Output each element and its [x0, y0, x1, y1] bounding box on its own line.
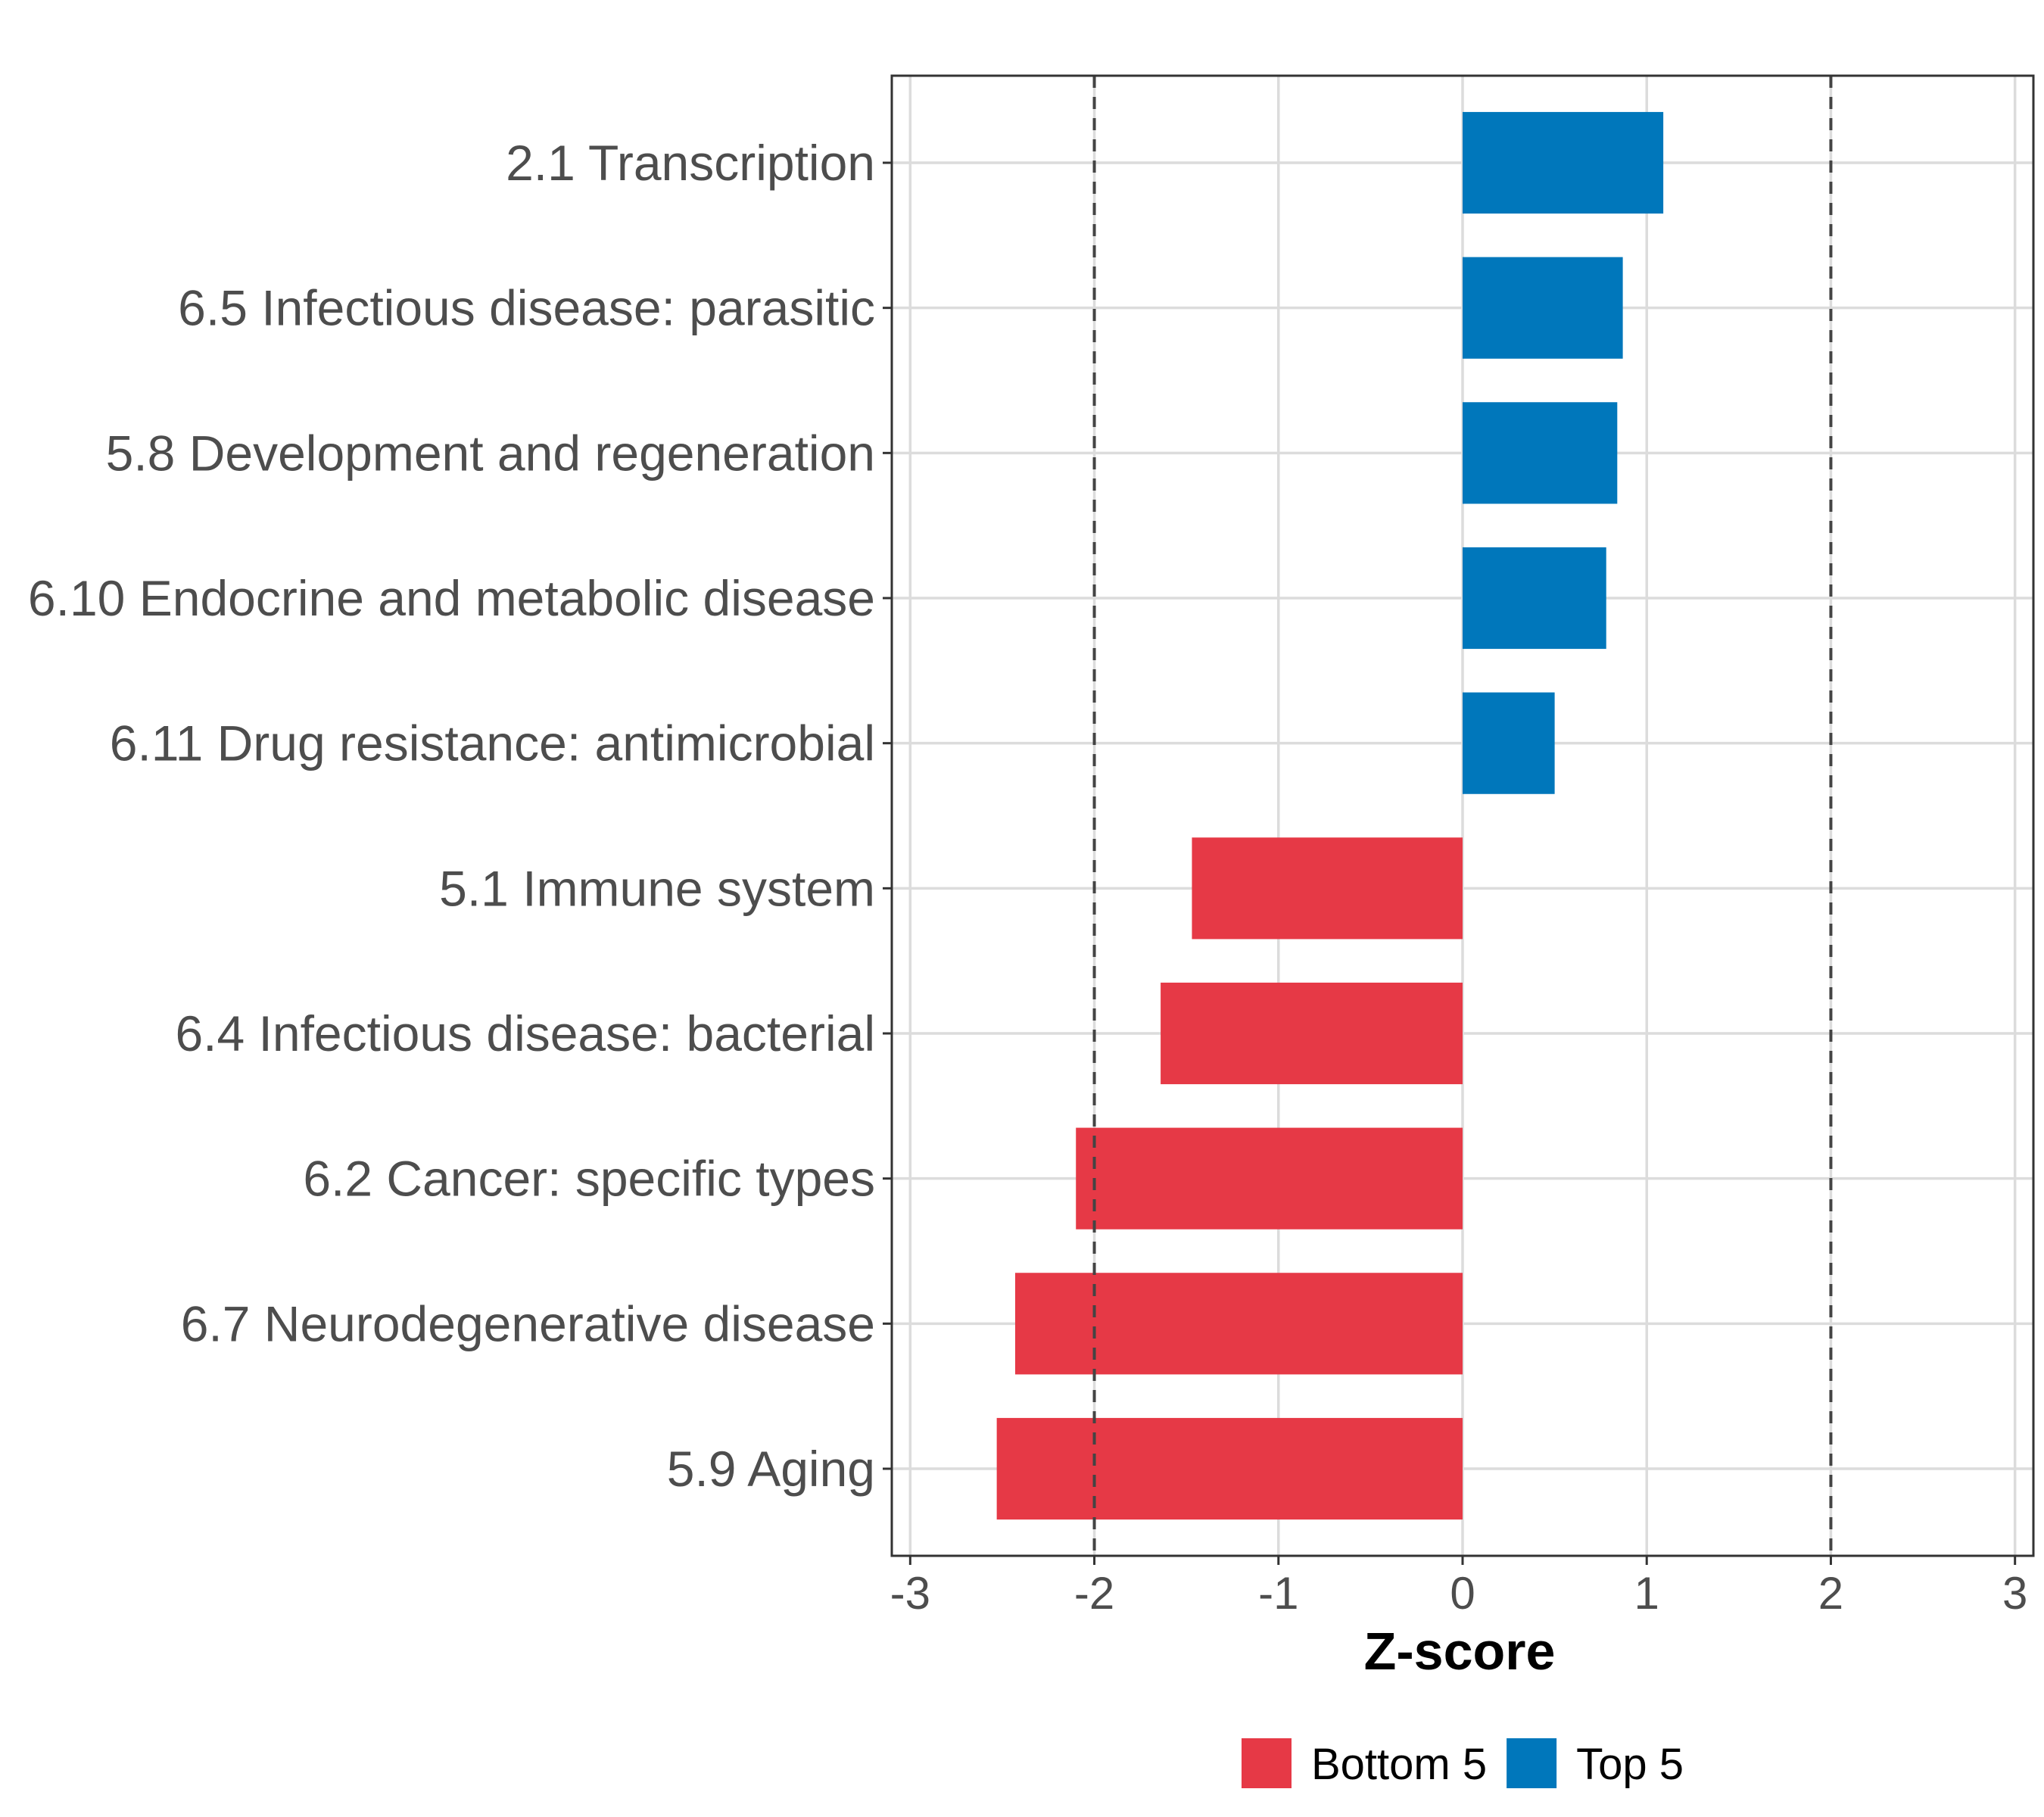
- category-label: 5.1 Immune system: [439, 860, 875, 916]
- bar: [1463, 257, 1623, 359]
- bar: [1076, 1127, 1463, 1230]
- bar: [1463, 547, 1606, 650]
- bar-layer: [996, 111, 1664, 1520]
- category-label: 6.7 Neurodegenerative disease: [181, 1295, 875, 1351]
- bar: [1463, 402, 1618, 504]
- x-tick-label: -3: [890, 1568, 930, 1619]
- reference-lines: [1092, 76, 1833, 1556]
- y-axis: 2.1 Transcription 6.5 Infectious disease:…: [28, 135, 892, 1497]
- bar: [1463, 692, 1555, 794]
- category-label: 6.5 Infectious disease: parasitic: [178, 280, 875, 336]
- legend-label: Bottom 5: [1311, 1740, 1487, 1789]
- legend-swatch: [1507, 1738, 1557, 1788]
- bar: [1463, 111, 1664, 214]
- legend-label: Top 5: [1576, 1740, 1684, 1789]
- category-label: 2.1 Transcription: [506, 135, 875, 191]
- x-tick-label: 1: [1634, 1568, 1659, 1619]
- x-axis-title: Z-score: [1364, 1622, 1556, 1681]
- bar: [1192, 837, 1463, 940]
- legend: Bottom 5 Top 5: [1241, 1738, 1684, 1789]
- category-label: 6.10 Endocrine and metabolic disease: [28, 570, 875, 626]
- x-tick-label: -2: [1074, 1568, 1114, 1619]
- bar: [1014, 1273, 1463, 1375]
- category-label: 5.9 Aging: [667, 1441, 875, 1497]
- x-tick-label: 2: [1818, 1568, 1843, 1619]
- category-label: 6.2 Cancer: specific types: [303, 1151, 875, 1207]
- x-tick-label: 3: [2002, 1568, 2027, 1619]
- bar: [996, 1417, 1463, 1520]
- legend-swatch: [1241, 1738, 1292, 1788]
- x-axis: -3 -2 -1 0 1 2 3: [890, 1556, 2027, 1619]
- bar: [1161, 982, 1463, 1085]
- x-tick-label: -1: [1258, 1568, 1298, 1619]
- category-label: 5.8 Development and regeneration: [106, 425, 875, 481]
- x-tick-label: 0: [1450, 1568, 1475, 1619]
- category-label: 6.4 Infectious disease: bacterial: [175, 1005, 875, 1061]
- category-label: 6.11 Drug resistance: antimicrobial: [110, 715, 875, 771]
